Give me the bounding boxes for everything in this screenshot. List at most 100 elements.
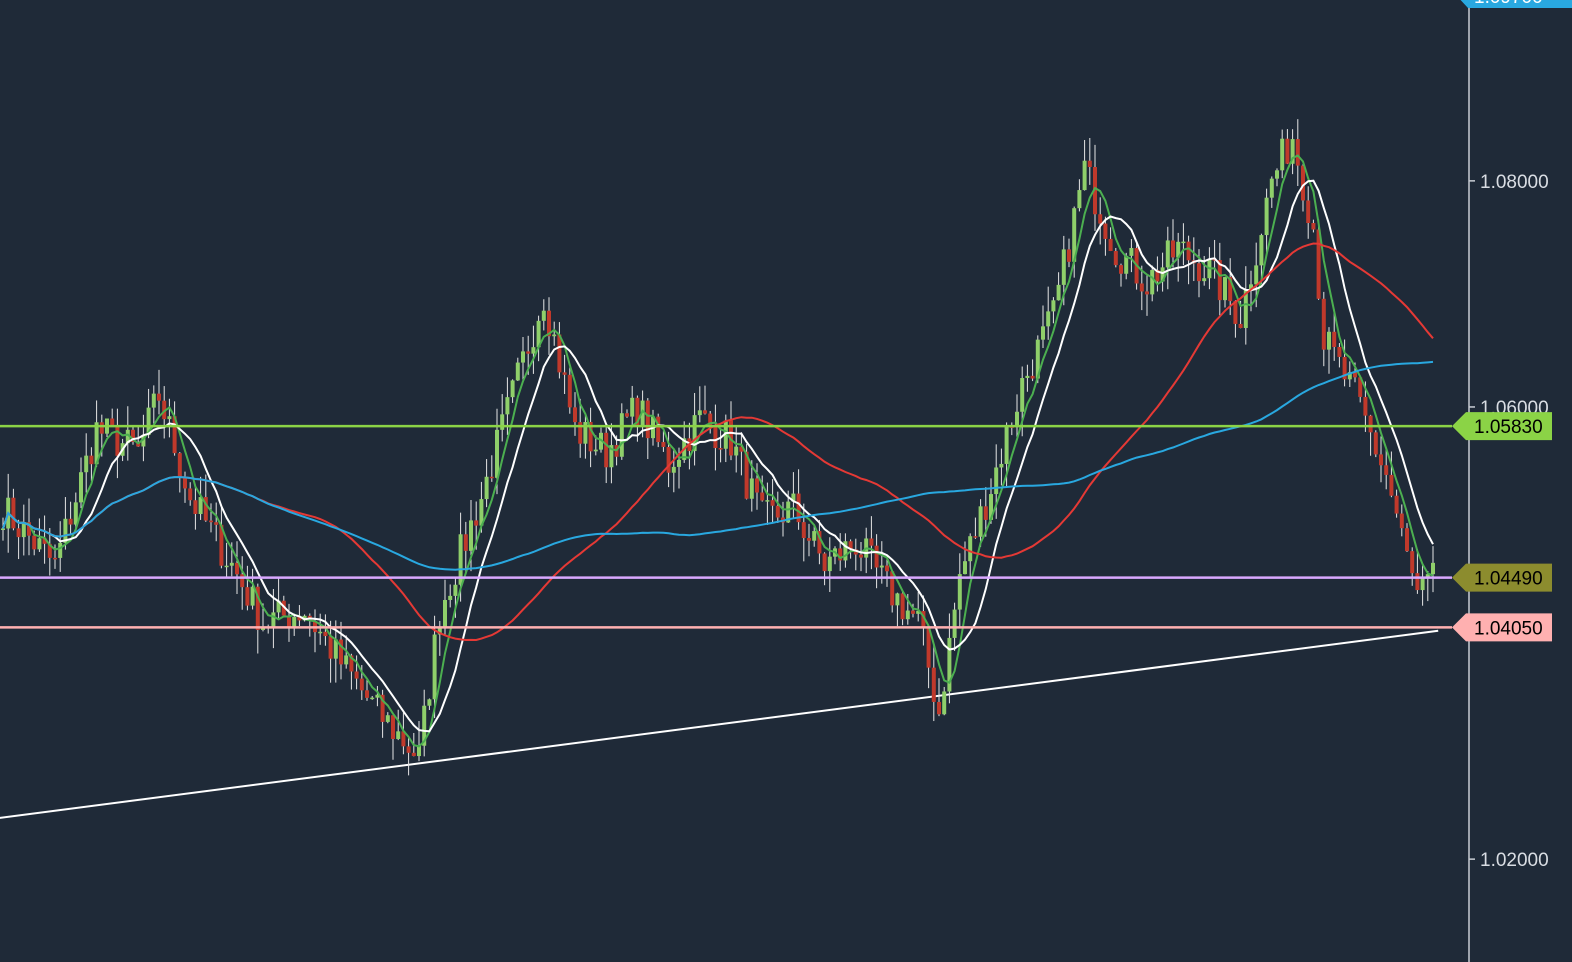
candle-body: [495, 429, 499, 478]
candle-body: [292, 616, 297, 628]
price-tags-layer: 1.05830 1.04490 1.04050 1.09700: [1452, 0, 1572, 642]
candle-body: [900, 593, 905, 620]
candle-body: [1129, 248, 1134, 256]
candle-body: [177, 453, 182, 478]
candle-body: [692, 415, 697, 452]
candle-body: [999, 463, 1004, 468]
ma-line-5: [2, 154, 1434, 748]
candle-body: [640, 400, 645, 426]
candle-body: [11, 497, 16, 529]
candle-body: [235, 562, 239, 575]
candle-body: [359, 678, 364, 691]
trendline-layer: [0, 629, 1439, 819]
price-tag: [1452, 563, 1552, 592]
candle-body: [443, 599, 447, 628]
ma-line-50: [2, 242, 1434, 642]
candle-body: [1103, 223, 1108, 239]
candle-body: [801, 522, 806, 539]
candle-body: [255, 586, 260, 630]
candle-body: [890, 571, 895, 606]
candle-body: [1, 528, 5, 530]
candle-body: [1311, 223, 1316, 230]
candle-body: [406, 746, 411, 753]
candle-body: [1233, 301, 1238, 324]
candle-body: [219, 524, 224, 566]
candle-body: [567, 374, 572, 408]
candle-body: [1290, 139, 1295, 164]
axis-tick-label: 1.08000: [1480, 172, 1549, 193]
candle-body: [827, 556, 832, 572]
candle-body: [812, 531, 817, 541]
candle-body: [276, 600, 281, 613]
candle-body: [193, 500, 198, 514]
candle-body: [302, 615, 307, 621]
candle-body: [53, 557, 57, 560]
candle-body: [749, 478, 754, 499]
candle-body: [287, 615, 291, 628]
candle-body: [1186, 241, 1191, 261]
candle-body: [931, 667, 936, 702]
candle-body: [1181, 241, 1186, 244]
candle-body: [994, 467, 999, 495]
candle-body: [1358, 377, 1363, 397]
candle-body: [713, 425, 718, 449]
candle-body: [1394, 495, 1399, 514]
candle-body: [1249, 284, 1253, 290]
candle-body: [489, 476, 494, 479]
candle-body: [505, 397, 510, 415]
candle-body: [422, 705, 427, 746]
candle-body: [354, 671, 359, 679]
candle-body: [796, 493, 801, 523]
candle-body: [1171, 240, 1175, 258]
axis-tick-label: 1.02000: [1480, 850, 1549, 871]
candle-body: [983, 506, 988, 520]
candle-body: [1368, 415, 1373, 433]
candle-body: [1004, 426, 1009, 464]
candle-body: [479, 499, 484, 526]
current-price-tag-label: 1.09700: [1474, 0, 1543, 8]
candle-body: [396, 731, 401, 739]
candle-body: [245, 587, 250, 606]
candle-body: [333, 639, 338, 659]
candle-body: [1087, 160, 1092, 167]
candle-body: [1295, 139, 1300, 166]
candle-body: [1243, 289, 1248, 328]
candle-body: [323, 631, 328, 637]
candle-body: [1108, 238, 1113, 252]
price-tag-label: 1.04050: [1474, 618, 1543, 639]
candle-body: [1223, 277, 1227, 301]
candle-body: [370, 697, 375, 700]
price-tag-label: 1.05830: [1474, 417, 1543, 438]
candle-body: [1389, 474, 1394, 496]
candle-body: [1405, 528, 1409, 552]
candle-body: [838, 548, 843, 561]
candle-body: [1046, 311, 1051, 327]
candle-body: [770, 500, 775, 506]
candle-body: [1316, 229, 1321, 299]
candle-body: [853, 549, 858, 555]
candle-body: [1025, 375, 1030, 379]
candle-body: [677, 459, 681, 467]
trendline: [0, 629, 1439, 819]
candle-body: [536, 320, 541, 348]
candle-body: [1155, 270, 1160, 282]
candle-body: [328, 636, 333, 659]
candle-body: [68, 518, 73, 525]
candle-body: [1353, 372, 1357, 378]
candle-body: [1119, 265, 1123, 274]
candle-body: [635, 397, 640, 426]
candle-body: [978, 506, 983, 537]
candle-body: [791, 493, 796, 502]
candle-body: [1160, 267, 1165, 282]
candle-body: [198, 497, 203, 514]
candle-body: [1020, 378, 1025, 412]
candle-body: [1269, 178, 1274, 198]
candle-body: [183, 477, 187, 489]
candle-body: [968, 536, 973, 562]
candle-body: [349, 655, 354, 672]
candle-body: [110, 418, 115, 426]
candle-body: [21, 522, 26, 538]
